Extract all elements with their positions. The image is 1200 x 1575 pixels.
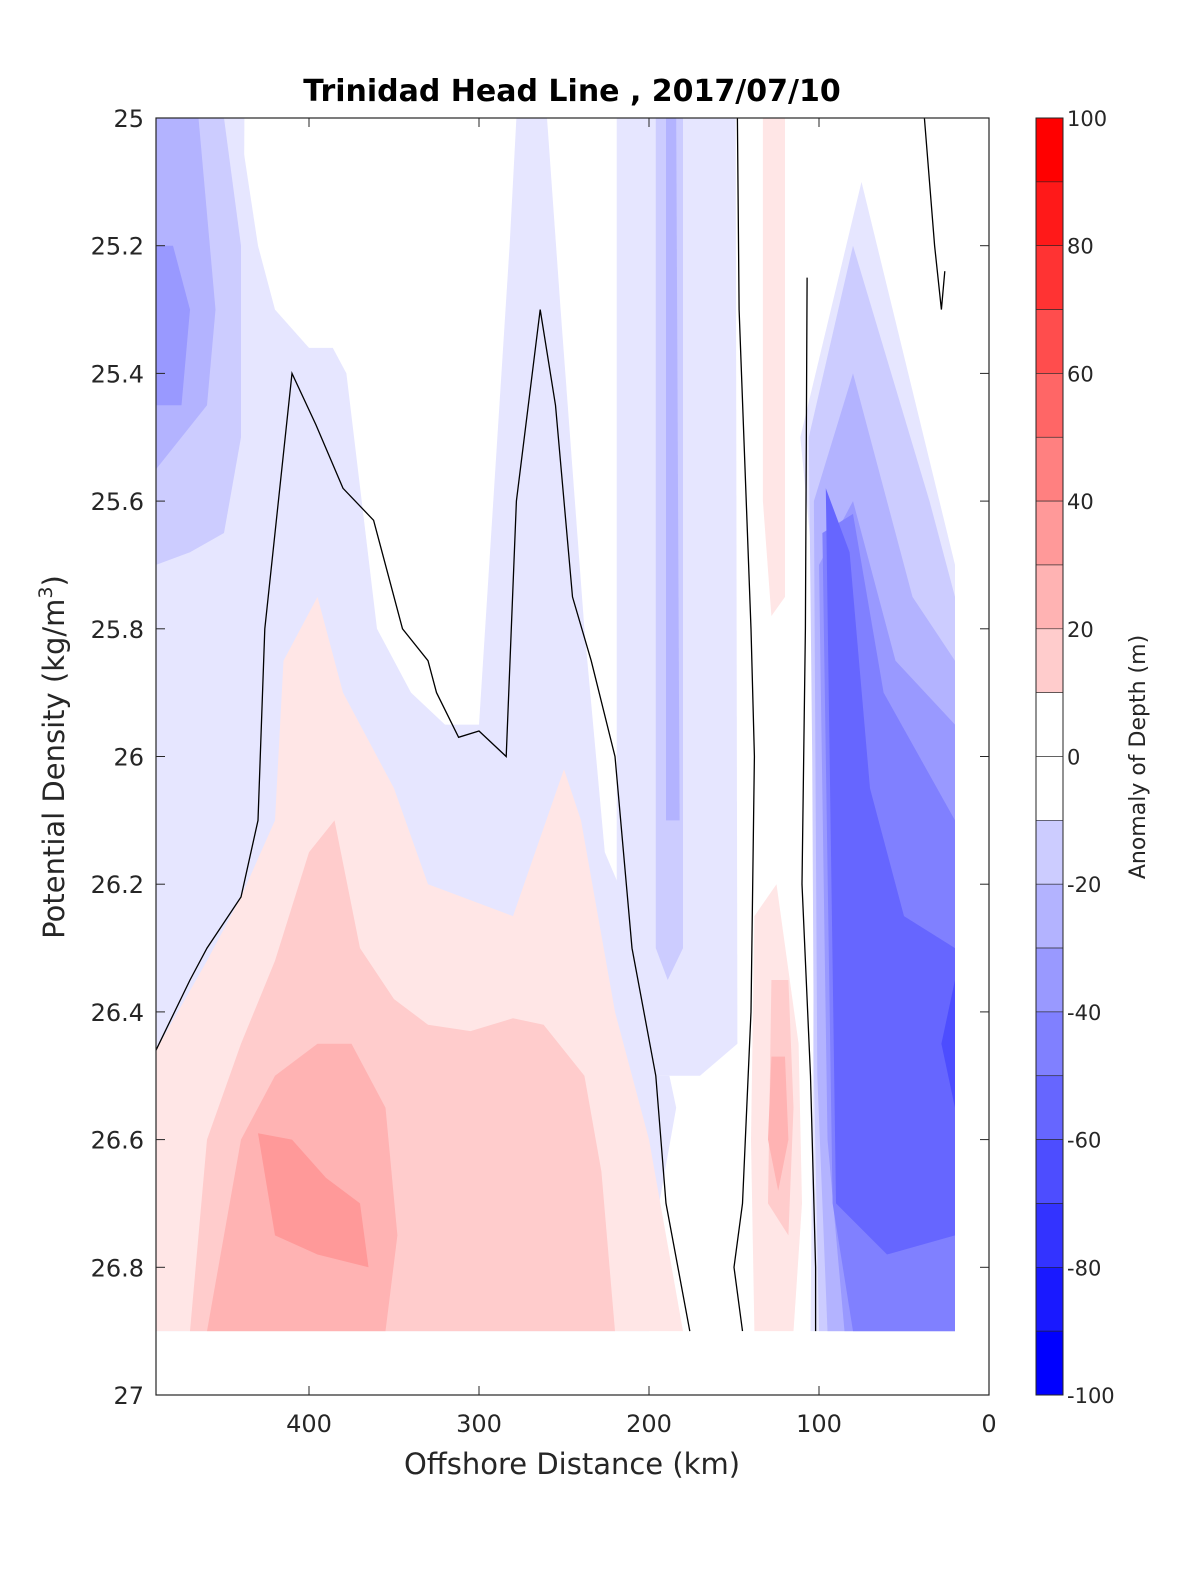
y-tick-label: 25.4 — [91, 360, 144, 388]
x-axis-label: Offshore Distance (km) — [404, 1447, 740, 1481]
colorbar-cell — [1035, 692, 1064, 757]
colorbar-cell — [1035, 1011, 1064, 1077]
colorbar-tick-label: 0 — [1067, 746, 1080, 770]
chart-title: Trinidad Head Line , 2017/07/10 — [303, 74, 840, 109]
colorbar-tick-label: -60 — [1067, 1129, 1101, 1153]
x-tick-label: 100 — [796, 1410, 842, 1438]
y-axis-label-superscript: 3 — [35, 586, 57, 598]
anomaly-region-13 — [825, 488, 955, 1255]
colorbar-cell — [1035, 1267, 1064, 1332]
contour-line-2 — [801, 277, 817, 1332]
colorbar-tick-label: -40 — [1067, 1001, 1101, 1025]
y-tick-label: 26.4 — [91, 999, 144, 1027]
colorbar-cell — [1035, 628, 1064, 693]
colorbar-cells — [1035, 117, 1064, 1396]
x-axis-ticks: 400 300 200 100 0 — [286, 118, 997, 1438]
colorbar-cell — [1035, 500, 1064, 566]
plot-area: 400 300 200 100 0 25 25.2 25.4 25.6 25.8 26 26.2 26… — [91, 105, 997, 1438]
colorbar-label: Anomaly of Depth (m) — [1126, 635, 1151, 879]
y-tick-label: 26.6 — [91, 1127, 144, 1155]
anomaly-region-8 — [666, 118, 680, 821]
colorbar-cell — [1035, 181, 1064, 247]
colorbar-cell — [1035, 564, 1064, 630]
colorbar-cell — [1035, 1139, 1064, 1204]
colorbar-ticks: 100 80 60 40 20 0 -20 -40 -60 -80 -100 — [1067, 107, 1115, 1408]
contour-line-3 — [923, 117, 946, 310]
colorbar-tick-label: -100 — [1067, 1384, 1115, 1408]
colorbar-tick-label: 60 — [1067, 362, 1094, 386]
colorbar: 100 80 60 40 20 0 -20 -40 -60 -80 -100 Anomaly of … — [1035, 107, 1151, 1408]
colorbar-cell — [1035, 373, 1064, 438]
colorbar-cell — [1035, 117, 1064, 183]
colorbar-tick-label: 100 — [1067, 107, 1107, 131]
x-tick-label: 0 — [981, 1410, 996, 1438]
anomaly-regions — [156, 118, 955, 1332]
colorbar-cell — [1035, 947, 1064, 1013]
y-tick-label: 25.2 — [91, 233, 144, 261]
y-tick-label: 26.2 — [91, 871, 144, 899]
y-axis-label: Potential Density (kg/m3) — [35, 575, 71, 939]
colorbar-tick-label: 40 — [1067, 490, 1094, 514]
colorbar-frame — [1035, 117, 1064, 1396]
colorbar-cell — [1035, 756, 1064, 821]
colorbar-cell — [1035, 1203, 1064, 1268]
anomaly-region-16 — [762, 118, 785, 616]
colorbar-cell — [1035, 245, 1064, 310]
y-tick-label: 25.6 — [91, 488, 144, 516]
x-tick-label: 400 — [286, 1410, 332, 1438]
anomaly-region-14 — [941, 980, 955, 1108]
colorbar-cell — [1035, 820, 1064, 885]
colorbar-cell — [1035, 436, 1064, 502]
y-axis-label-main: Potential Density (kg/m — [37, 599, 71, 939]
y-tick-label: 25 — [113, 105, 144, 133]
contour-line-1 — [733, 117, 756, 1332]
colorbar-cell — [1035, 1330, 1064, 1396]
y-tick-label: 25.8 — [91, 616, 144, 644]
colorbar-tick-label: -80 — [1067, 1256, 1101, 1280]
y-tick-label: 26.8 — [91, 1254, 144, 1282]
contour-line-0 — [155, 309, 691, 1332]
colorbar-cell — [1035, 1075, 1064, 1140]
colorbar-tick-label: 80 — [1067, 235, 1094, 259]
colorbar-cell — [1035, 883, 1064, 949]
y-tick-label: 26 — [113, 744, 144, 772]
x-tick-label: 300 — [456, 1410, 502, 1438]
y-axis-ticks: 25 25.2 25.4 25.6 25.8 26 26.2 26.4 26.6 26.8 27 — [91, 105, 989, 1410]
anomaly-region-21 — [768, 1056, 789, 1191]
zero-contour-lines — [155, 117, 946, 1332]
anomaly-region-22 — [258, 1133, 369, 1268]
anomaly-region-10 — [156, 245, 190, 406]
y-tick-label: 27 — [113, 1382, 144, 1410]
colorbar-tick-label: 20 — [1067, 618, 1094, 642]
colorbar-tick-label: -20 — [1067, 873, 1101, 897]
x-tick-label: 200 — [626, 1410, 672, 1438]
colorbar-cell — [1035, 309, 1064, 374]
y-axis-label-close: ) — [37, 575, 71, 586]
